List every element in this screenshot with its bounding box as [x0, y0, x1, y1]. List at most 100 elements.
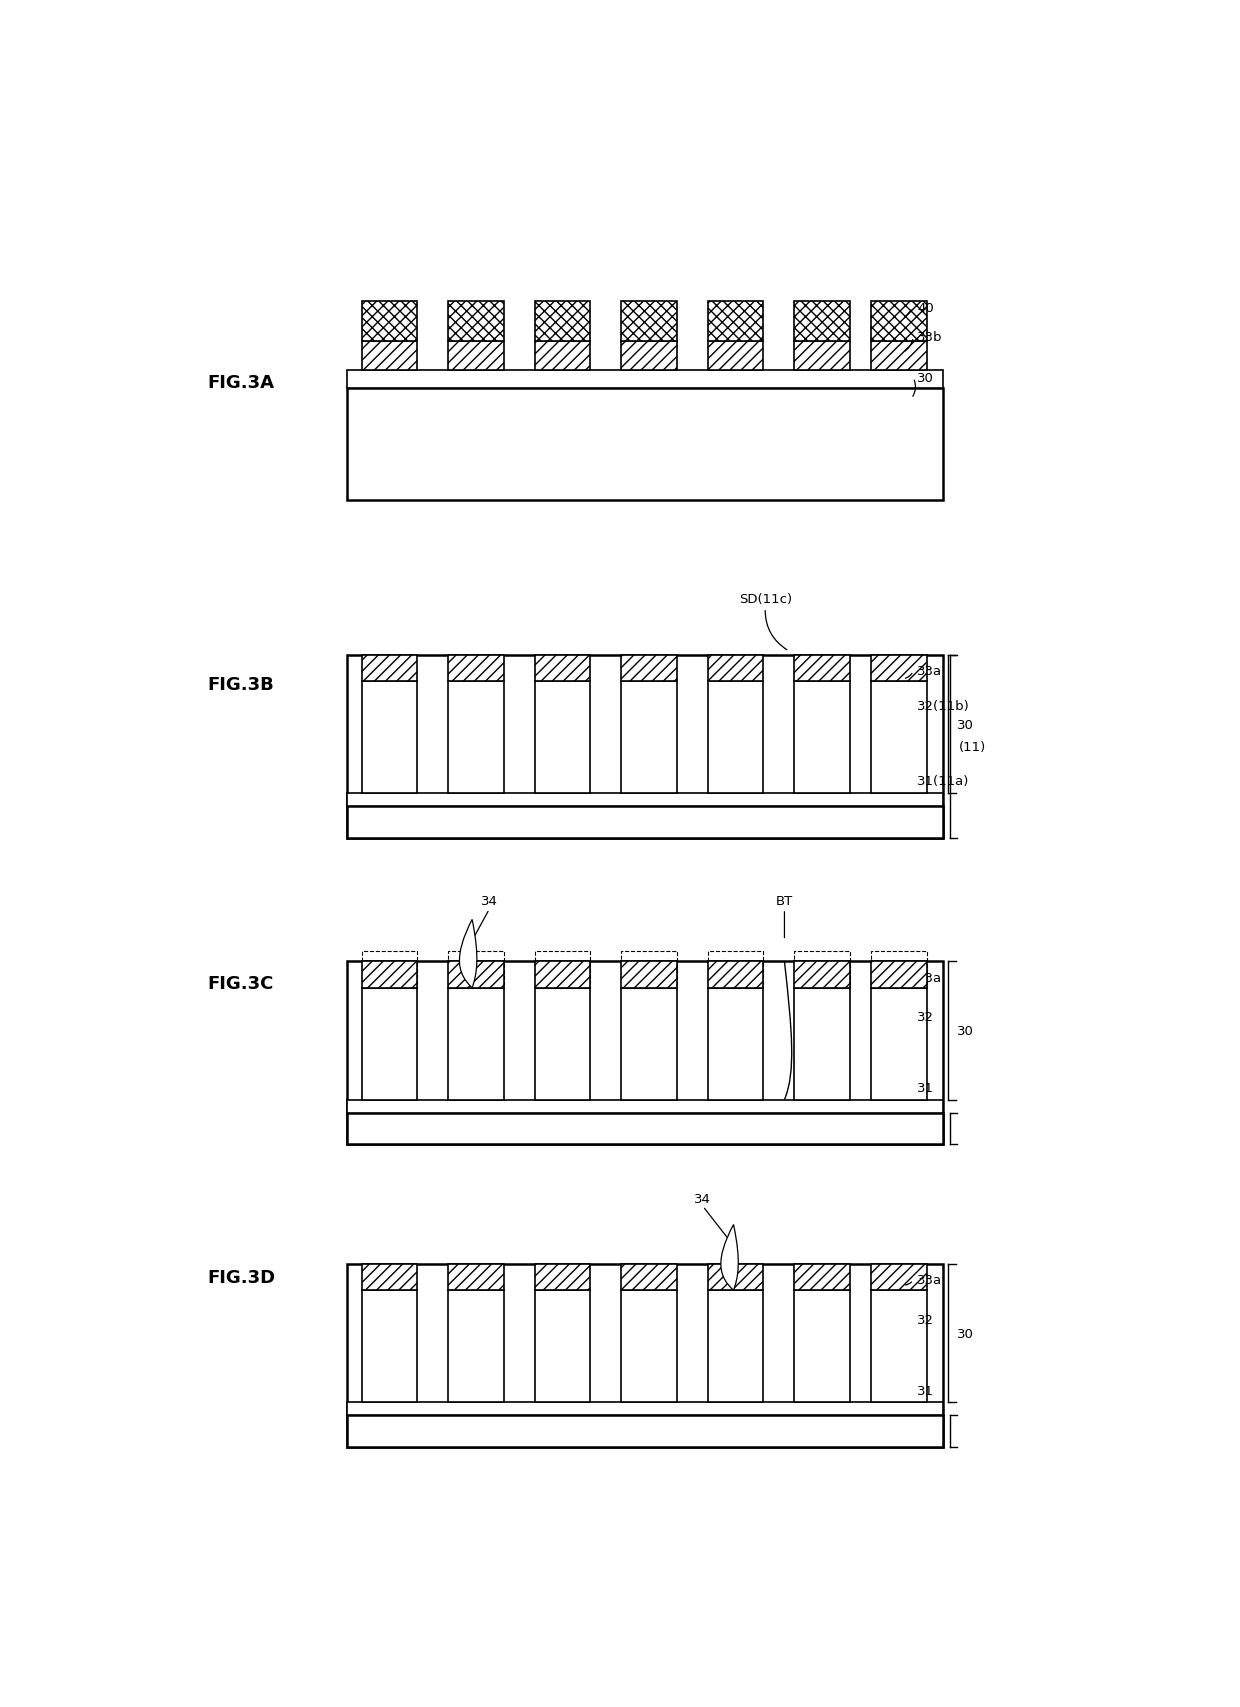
Bar [794, 1265, 849, 1290]
Bar [870, 683, 926, 794]
Text: FIG.3D: FIG.3D [208, 1268, 277, 1287]
Bar [621, 302, 677, 341]
Text: 32(11b): 32(11b) [918, 700, 970, 712]
Bar [347, 1401, 944, 1415]
Bar [534, 988, 590, 1099]
Bar [621, 1265, 677, 1290]
Bar [708, 951, 764, 988]
Bar [534, 1265, 590, 1290]
Bar [347, 389, 944, 500]
Bar [362, 988, 418, 1099]
Bar [794, 963, 849, 988]
Bar [621, 655, 677, 683]
Bar [794, 1290, 849, 1401]
Bar [534, 1290, 590, 1401]
Bar [621, 951, 677, 988]
Bar [794, 302, 849, 341]
Bar [362, 302, 418, 341]
Text: BT: BT [776, 894, 794, 908]
Text: 31: 31 [918, 1082, 934, 1094]
Bar [794, 341, 849, 370]
Text: 30: 30 [918, 372, 934, 384]
Text: 34: 34 [694, 1191, 712, 1205]
Bar [534, 341, 590, 370]
Bar [362, 963, 418, 988]
Bar [794, 988, 849, 1099]
Bar [347, 1415, 944, 1448]
Bar [362, 1290, 418, 1401]
Bar [347, 963, 944, 1145]
Text: 30: 30 [957, 719, 975, 731]
Bar [870, 341, 926, 370]
Bar [621, 988, 677, 1099]
Bar [794, 655, 849, 683]
Bar [794, 683, 849, 794]
Bar [870, 963, 926, 988]
Bar [870, 1265, 926, 1290]
Bar [534, 683, 590, 794]
Bar [448, 655, 503, 683]
Bar [534, 963, 590, 988]
Bar [362, 683, 418, 794]
Text: 32: 32 [918, 1011, 934, 1024]
Bar [870, 951, 926, 988]
Bar [708, 1265, 764, 1290]
Bar [347, 655, 944, 838]
Bar [362, 655, 418, 683]
Text: 33a: 33a [918, 971, 942, 985]
Bar [870, 302, 926, 341]
Text: 34: 34 [481, 894, 498, 908]
Bar [870, 655, 926, 683]
Bar [448, 1290, 503, 1401]
Text: SD(11c): SD(11c) [739, 592, 792, 606]
Bar [448, 302, 503, 341]
Bar [347, 794, 944, 807]
Text: FIG.3B: FIG.3B [208, 676, 274, 693]
Bar [362, 1265, 418, 1290]
Bar [448, 951, 503, 988]
Bar [621, 1290, 677, 1401]
Bar [621, 963, 677, 988]
Bar [708, 988, 764, 1099]
Bar [794, 951, 849, 988]
Text: 31(11a): 31(11a) [918, 773, 970, 787]
Bar [448, 1265, 503, 1290]
Bar [870, 1290, 926, 1401]
Text: FIG.3C: FIG.3C [208, 975, 274, 992]
Bar [362, 951, 418, 988]
Bar [362, 341, 418, 370]
Bar [534, 951, 590, 988]
Bar [448, 988, 503, 1099]
Text: 40: 40 [918, 302, 934, 316]
Bar [347, 1265, 944, 1448]
PathPatch shape [460, 920, 477, 988]
Text: 33a: 33a [918, 666, 942, 678]
Text: 30: 30 [957, 1326, 975, 1340]
Bar [621, 341, 677, 370]
Bar [347, 1113, 944, 1145]
Bar [347, 370, 944, 389]
Bar [448, 341, 503, 370]
Text: 31: 31 [918, 1384, 934, 1396]
Text: 33b: 33b [918, 331, 942, 345]
PathPatch shape [720, 1226, 738, 1290]
Bar [448, 963, 503, 988]
Text: (11): (11) [960, 741, 987, 753]
Bar [534, 655, 590, 683]
Bar [534, 302, 590, 341]
Bar [708, 655, 764, 683]
Text: 33a: 33a [918, 1273, 942, 1287]
Bar [708, 302, 764, 341]
Text: 32: 32 [918, 1313, 934, 1326]
Bar [870, 988, 926, 1099]
Bar [708, 1290, 764, 1401]
Bar [347, 1099, 944, 1113]
Bar [347, 807, 944, 838]
Bar [621, 683, 677, 794]
Bar [708, 963, 764, 988]
Text: 30: 30 [957, 1024, 975, 1038]
Text: FIG.3A: FIG.3A [208, 374, 275, 391]
Bar [448, 683, 503, 794]
Bar [708, 341, 764, 370]
Bar [708, 683, 764, 794]
